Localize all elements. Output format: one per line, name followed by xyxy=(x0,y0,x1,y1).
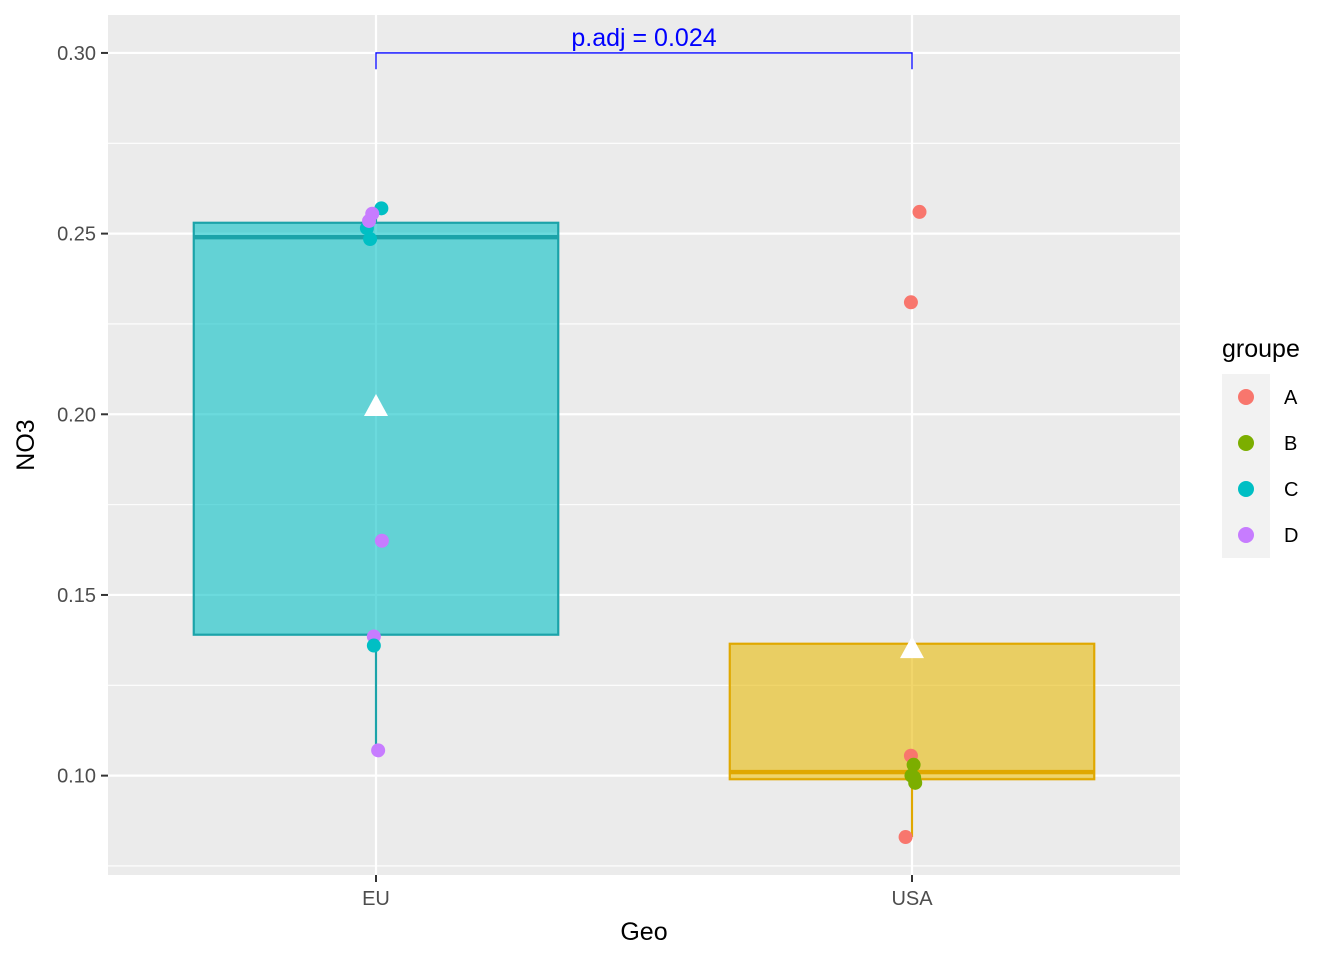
x-tick-label: EU xyxy=(362,888,390,910)
data-points xyxy=(359,201,927,845)
data-point-c xyxy=(366,638,381,653)
legend-title: groupe xyxy=(1222,335,1300,363)
data-point-a xyxy=(898,830,913,845)
legend-key-c xyxy=(1238,481,1254,497)
data-point-b xyxy=(904,768,919,783)
legend-label: B xyxy=(1284,433,1297,455)
y-tick-label: 0.30 xyxy=(57,43,96,65)
legend-key-a xyxy=(1238,389,1254,405)
data-point-a xyxy=(903,295,918,310)
legend-key-b xyxy=(1238,435,1254,451)
data-point-d xyxy=(374,533,389,548)
mean-marker xyxy=(364,394,388,417)
legend-key-d xyxy=(1238,527,1254,543)
legend-label: D xyxy=(1284,525,1298,547)
x-axis-title: Geo xyxy=(620,918,667,946)
y-tick-label: 0.25 xyxy=(57,224,96,246)
significance-bracket xyxy=(375,52,913,70)
y-tick-label: 0.10 xyxy=(57,766,96,788)
data-point-d xyxy=(371,743,386,758)
legend-entries: A B C D xyxy=(1238,387,1298,547)
x-axis: EU USA xyxy=(362,875,933,910)
mean-markers xyxy=(364,394,924,659)
legend-label: A xyxy=(1284,387,1298,409)
y-axis: 0.10 0.15 0.20 0.25 0.30 xyxy=(57,43,108,788)
significance-annotations: p.adj = 0.024 xyxy=(375,24,913,70)
y-axis-title: NO3 xyxy=(12,419,40,470)
data-point-b xyxy=(906,757,921,772)
y-tick-label: 0.20 xyxy=(57,404,96,426)
p-value-label: p.adj = 0.024 xyxy=(571,24,716,52)
data-point-a xyxy=(912,204,927,219)
data-point-d xyxy=(362,213,377,228)
x-tick-label: USA xyxy=(891,888,933,910)
legend: groupe A B C D xyxy=(1222,335,1300,558)
mean-marker xyxy=(900,636,924,659)
y-tick-label: 0.15 xyxy=(57,585,96,607)
data-point-c xyxy=(363,232,378,247)
legend-label: C xyxy=(1284,479,1298,501)
box-eu xyxy=(192,221,560,636)
